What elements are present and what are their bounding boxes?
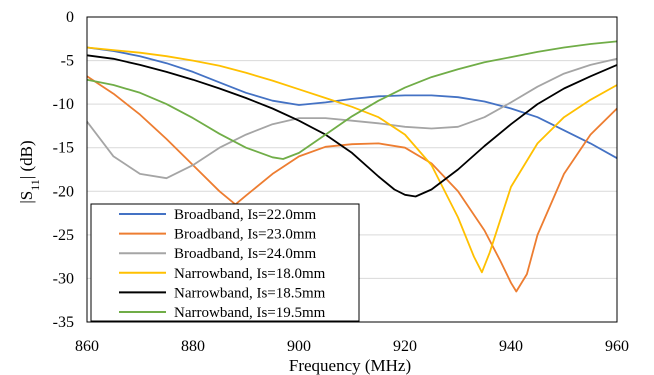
series-line-1 xyxy=(86,46,618,159)
series-line-3 xyxy=(86,57,618,180)
legend-label-6: Narrowband, Is=19.5mm xyxy=(174,305,326,321)
y-tick-label: -25 xyxy=(53,227,74,244)
series-line-4 xyxy=(86,46,618,274)
legend-label-3: Broadband, Is=24.0mm xyxy=(174,246,317,262)
x-axis-title: Frequency (MHz) xyxy=(289,356,411,375)
y-tick-labels: 0 -5 -10 -15 -20 -25 -30 -35 xyxy=(53,9,74,331)
legend: Broadband, Is=22.0mm Broadband, Is=23.0mm… xyxy=(90,203,360,322)
series-lines xyxy=(86,40,618,293)
y-tick-label: -15 xyxy=(53,140,74,157)
x-tick-label: 900 xyxy=(287,338,311,355)
y-axis-title: |S11| (dB) xyxy=(17,140,42,203)
y-axis-title-main: |S xyxy=(17,191,36,204)
y-tick-label: -35 xyxy=(53,314,74,331)
y-tick-label: -10 xyxy=(53,96,74,113)
legend-box xyxy=(90,203,360,322)
x-tick-label: 920 xyxy=(393,338,417,355)
y-tick-label: 0 xyxy=(66,9,74,26)
series-line-5 xyxy=(86,54,618,198)
x-tick-labels: 860 880 900 920 940 960 xyxy=(75,338,629,355)
legend-label-4: Narrowband, Is=18.0mm xyxy=(174,266,326,282)
legend-label-5: Narrowband, Is=18.5mm xyxy=(174,285,326,301)
x-tick-label: 960 xyxy=(605,338,629,355)
y-tick-label: -5 xyxy=(61,53,74,70)
x-tick-label: 940 xyxy=(499,338,523,355)
y-tick-label: -20 xyxy=(53,183,74,200)
plot-area-border xyxy=(86,16,618,323)
y-axis-title-sub: 11 xyxy=(28,179,42,191)
legend-label-2: Broadband, Is=23.0mm xyxy=(174,227,317,243)
x-tick-label: 880 xyxy=(181,338,205,355)
y-axis-title-tail: | (dB) xyxy=(17,140,36,179)
x-tick-label: 860 xyxy=(75,338,99,355)
series-line-6 xyxy=(86,40,618,160)
y-tick-label: -30 xyxy=(53,270,74,287)
legend-label-1: Broadband, Is=22.0mm xyxy=(174,207,317,223)
